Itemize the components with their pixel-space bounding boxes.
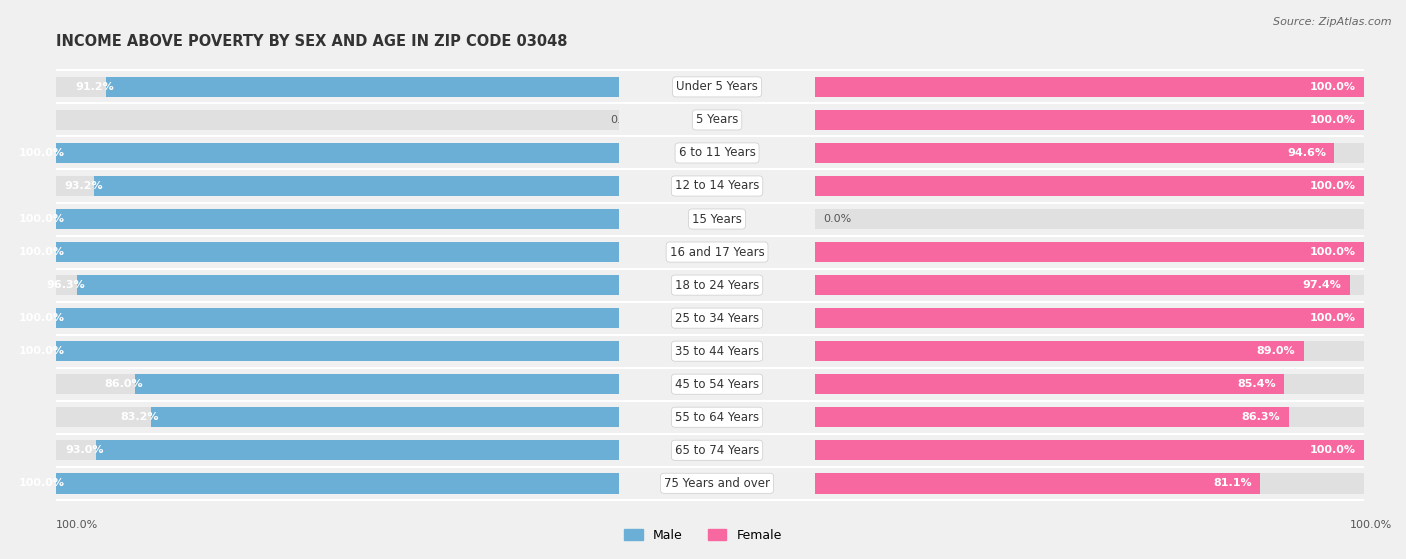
Text: 100.0%: 100.0% <box>18 148 65 158</box>
Bar <box>815 275 1350 295</box>
Text: 0.0%: 0.0% <box>610 115 638 125</box>
Text: 100.0%: 100.0% <box>1309 446 1355 455</box>
Text: 100.0%: 100.0% <box>18 313 65 323</box>
Text: 25 to 34 Years: 25 to 34 Years <box>675 311 759 325</box>
Bar <box>815 143 1364 163</box>
Bar <box>96 440 619 461</box>
Bar <box>815 374 1364 395</box>
Text: 97.4%: 97.4% <box>1302 280 1341 290</box>
Bar <box>815 308 1364 328</box>
Bar <box>135 374 619 395</box>
Text: 15 Years: 15 Years <box>692 212 742 225</box>
Bar <box>815 407 1364 428</box>
Bar <box>815 341 1303 362</box>
Text: 12 to 14 Years: 12 to 14 Years <box>675 179 759 192</box>
Bar <box>815 473 1260 494</box>
Text: 100.0%: 100.0% <box>1350 520 1392 530</box>
Text: 89.0%: 89.0% <box>1257 346 1295 356</box>
Bar <box>815 176 1364 196</box>
Bar <box>56 110 619 130</box>
Text: 96.3%: 96.3% <box>46 280 86 290</box>
Bar <box>815 275 1364 295</box>
Text: 100.0%: 100.0% <box>1309 313 1355 323</box>
Text: 100.0%: 100.0% <box>1309 247 1355 257</box>
Text: 65 to 74 Years: 65 to 74 Years <box>675 444 759 457</box>
Bar <box>815 143 1334 163</box>
Bar <box>815 473 1364 494</box>
Bar <box>56 242 619 262</box>
Text: Under 5 Years: Under 5 Years <box>676 80 758 93</box>
Bar <box>56 143 619 163</box>
Text: 18 to 24 Years: 18 to 24 Years <box>675 278 759 292</box>
Bar <box>56 176 619 196</box>
Bar <box>815 77 1364 97</box>
Bar <box>56 209 619 229</box>
Bar <box>56 209 619 229</box>
Bar <box>815 440 1364 461</box>
Text: 16 and 17 Years: 16 and 17 Years <box>669 245 765 259</box>
Bar <box>56 275 619 295</box>
Text: 86.3%: 86.3% <box>1241 412 1281 422</box>
Bar <box>815 440 1364 461</box>
Bar <box>150 407 619 428</box>
Text: 100.0%: 100.0% <box>1309 82 1355 92</box>
Bar <box>56 77 619 97</box>
Text: 100.0%: 100.0% <box>18 479 65 488</box>
Text: Source: ZipAtlas.com: Source: ZipAtlas.com <box>1274 17 1392 27</box>
Bar <box>815 374 1284 395</box>
Bar <box>56 341 619 362</box>
Bar <box>56 473 619 494</box>
Text: 94.6%: 94.6% <box>1286 148 1326 158</box>
Text: 5 Years: 5 Years <box>696 113 738 126</box>
Bar <box>815 308 1364 328</box>
Bar <box>56 407 619 428</box>
Bar <box>94 176 619 196</box>
Bar <box>56 308 619 328</box>
Text: 100.0%: 100.0% <box>1309 115 1355 125</box>
Text: 85.4%: 85.4% <box>1237 379 1275 389</box>
Text: 81.1%: 81.1% <box>1213 479 1251 488</box>
Bar <box>815 110 1364 130</box>
Bar <box>56 473 619 494</box>
Bar <box>815 407 1289 428</box>
Text: 100.0%: 100.0% <box>18 214 65 224</box>
Bar <box>56 374 619 395</box>
Bar <box>815 176 1364 196</box>
Text: 75 Years and over: 75 Years and over <box>664 477 770 490</box>
Text: 45 to 54 Years: 45 to 54 Years <box>675 378 759 391</box>
Text: 91.2%: 91.2% <box>76 82 114 92</box>
Bar <box>815 341 1364 362</box>
Text: INCOME ABOVE POVERTY BY SEX AND AGE IN ZIP CODE 03048: INCOME ABOVE POVERTY BY SEX AND AGE IN Z… <box>56 34 568 49</box>
Text: 100.0%: 100.0% <box>56 520 98 530</box>
Text: 6 to 11 Years: 6 to 11 Years <box>679 146 755 159</box>
Bar <box>56 341 619 362</box>
Bar <box>56 308 619 328</box>
Bar <box>815 242 1364 262</box>
Bar <box>56 143 619 163</box>
Text: 100.0%: 100.0% <box>1309 181 1355 191</box>
Text: 93.2%: 93.2% <box>65 181 103 191</box>
Text: 93.0%: 93.0% <box>66 446 104 455</box>
Bar <box>815 110 1364 130</box>
Text: 100.0%: 100.0% <box>18 247 65 257</box>
Text: 55 to 64 Years: 55 to 64 Years <box>675 411 759 424</box>
Text: 83.2%: 83.2% <box>121 412 159 422</box>
Text: 0.0%: 0.0% <box>824 214 852 224</box>
Text: 100.0%: 100.0% <box>18 346 65 356</box>
Bar <box>815 209 1364 229</box>
Bar <box>815 242 1364 262</box>
Bar <box>105 77 619 97</box>
Text: 35 to 44 Years: 35 to 44 Years <box>675 345 759 358</box>
Legend: Male, Female: Male, Female <box>619 524 787 547</box>
Bar <box>56 440 619 461</box>
Bar <box>815 77 1364 97</box>
Text: 86.0%: 86.0% <box>105 379 143 389</box>
Bar <box>56 242 619 262</box>
Bar <box>77 275 619 295</box>
